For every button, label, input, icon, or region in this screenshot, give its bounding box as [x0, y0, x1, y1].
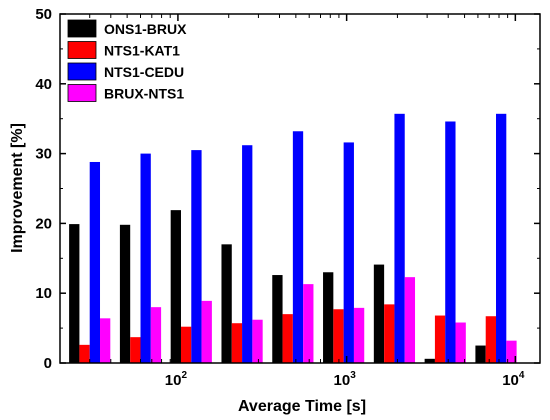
bars-layer	[69, 113, 517, 364]
legend-swatch-nts1-cedu	[67, 62, 97, 81]
x-tick-label: 104	[502, 370, 525, 389]
bar-brux-nts1-3	[201, 300, 212, 363]
bar-nts1-kat1-3	[180, 326, 192, 363]
x-axis-title: Average Time [s]	[238, 398, 366, 415]
x-tick-label: 102	[165, 370, 188, 389]
legend-label-ons1-brux: ONS1-BRUX	[104, 21, 187, 37]
y-tick-label: 20	[35, 215, 52, 232]
bar-brux-nts1-1	[100, 318, 111, 363]
bar-nts1-cedu-2	[140, 153, 151, 363]
bar-nts1-kat1-5	[282, 314, 293, 363]
axes-layer: 0 10 20 30 40 50 102 103 104	[35, 6, 541, 389]
bar-nts1-cedu-3	[191, 150, 202, 363]
bar-nts1-kat1-7	[384, 304, 395, 363]
bar-brux-nts1-7	[404, 277, 416, 363]
y-tick-label: 0	[44, 355, 52, 372]
legend-swatch-ons1-brux	[67, 19, 97, 38]
y-tick-label: 30	[35, 146, 52, 163]
legend-label-nts1-cedu: NTS1-CEDU	[104, 64, 184, 80]
bar-nts1-cedu-8	[445, 121, 456, 364]
bar-nts1-kat1-2	[130, 337, 141, 363]
bar-brux-nts1-8	[455, 322, 466, 363]
bar-nts1-cedu-1	[89, 161, 101, 363]
bar-ons1-brux-8	[424, 358, 435, 363]
y-tick-label: 40	[35, 76, 52, 93]
y-tick-label: 50	[35, 6, 52, 23]
x-tick-label: 103	[334, 370, 357, 389]
bar-nts1-kat1-4	[231, 323, 243, 363]
bar-brux-nts1-9	[506, 340, 517, 363]
bar-brux-nts1-5	[303, 284, 314, 363]
legend-label-nts1-kat1: NTS1-KAT1	[104, 43, 180, 59]
bar-nts1-kat1-6	[333, 309, 344, 363]
bar-nts1-cedu-4	[242, 145, 253, 363]
bar-brux-nts1-6	[353, 307, 365, 363]
bar-brux-nts1-2	[150, 307, 162, 363]
bar-nts1-cedu-5	[292, 131, 304, 363]
legend-swatch-nts1-kat1	[67, 41, 97, 59]
legend: ONS1-BRUX NTS1-KAT1 NTS1-CEDU BRUX-NTS1	[67, 19, 187, 102]
bar-nts1-cedu-9	[496, 113, 507, 363]
bar-nts1-kat1-9	[485, 316, 497, 363]
bar-ons1-brux-7	[373, 264, 385, 363]
y-tick-label: 10	[35, 285, 52, 302]
y-axis-title: Improvement [%]	[9, 123, 26, 253]
bar-nts1-cedu-6	[343, 142, 354, 363]
bar-brux-nts1-4	[252, 319, 263, 363]
bar-ons1-brux-6	[323, 272, 334, 363]
legend-label-brux-nts1: BRUX-NTS1	[104, 86, 184, 102]
legend-swatch-brux-nts1	[67, 84, 97, 102]
bar-ons1-brux-9	[475, 345, 486, 363]
bar-nts1-kat1-1	[79, 344, 90, 363]
bar-ons1-brux-5	[272, 275, 283, 363]
bar-ons1-brux-4	[221, 244, 232, 363]
bar-nts1-cedu-7	[394, 113, 405, 363]
bar-ons1-brux-1	[69, 224, 80, 363]
bar-ons1-brux-3	[170, 210, 181, 363]
bar-nts1-kat1-8	[434, 315, 446, 363]
bar-ons1-brux-2	[119, 224, 131, 363]
